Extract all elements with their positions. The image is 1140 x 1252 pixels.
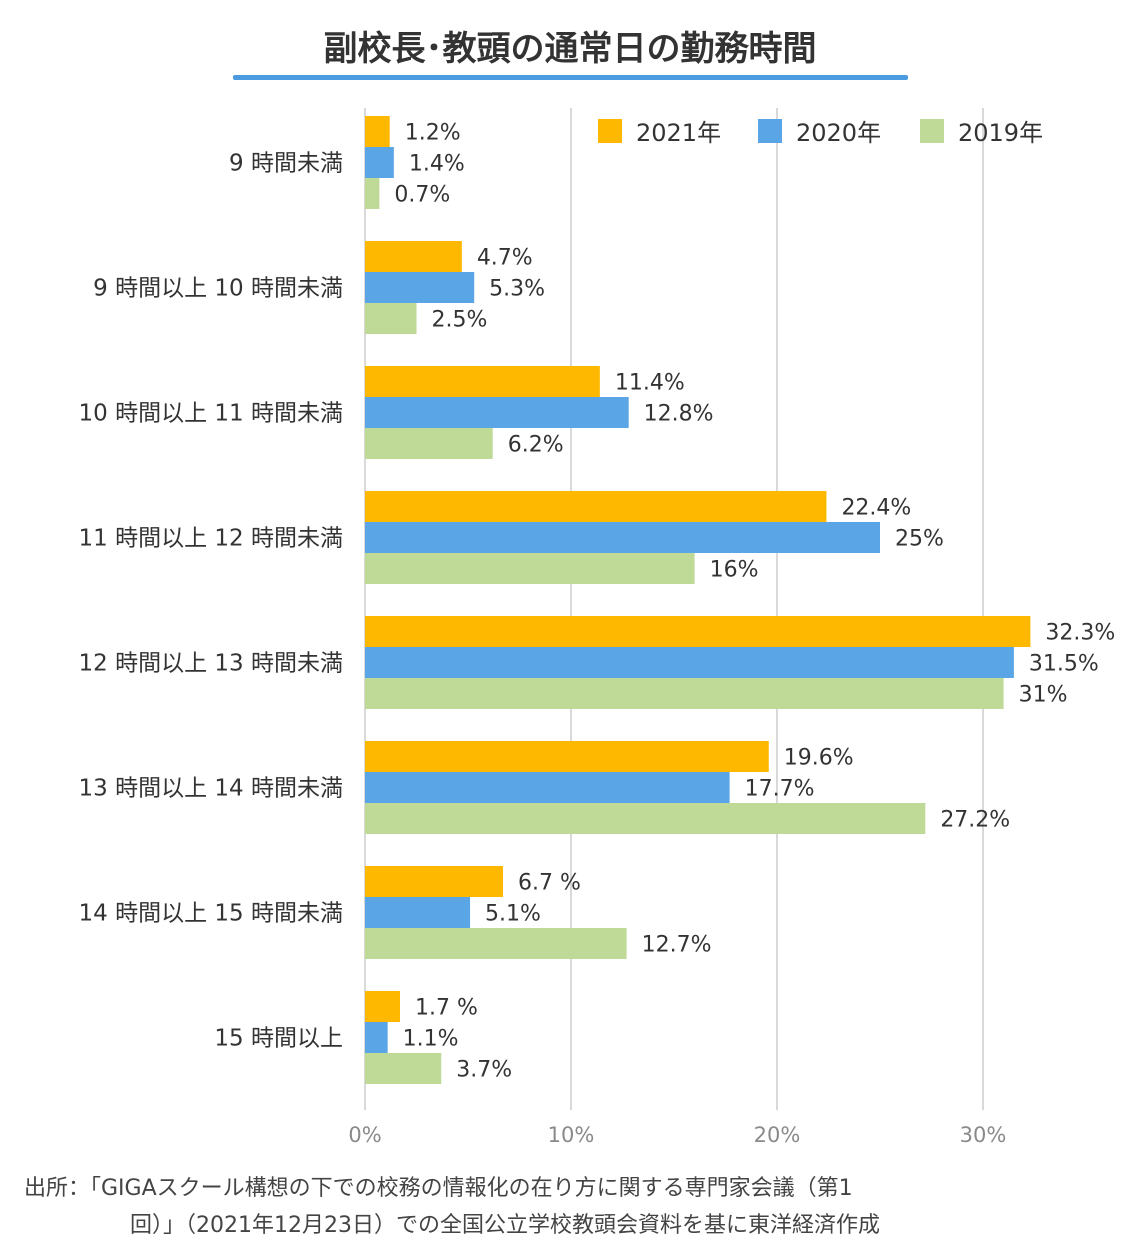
data-label: 17.7% <box>745 777 815 802</box>
bar <box>365 616 1031 647</box>
x-tick-label: 30% <box>960 1123 1007 1147</box>
data-label: 5.3% <box>489 277 545 302</box>
bar <box>365 366 600 397</box>
x-tick-label: 0% <box>348 1123 381 1147</box>
category-label: 9 時間以上 10 時間未満 <box>93 276 343 302</box>
bar <box>365 991 401 1022</box>
data-label: 1.7 % <box>415 996 478 1021</box>
bar <box>365 522 880 553</box>
category-label: 10 時間以上 11 時間未満 <box>79 401 343 427</box>
legend-swatch <box>758 119 782 143</box>
legend-label: 2021年 <box>636 119 721 147</box>
bar <box>365 397 629 428</box>
chart-title: 副校長･教頭の通常日の勤務時間 <box>324 29 817 69</box>
bar <box>365 928 627 959</box>
x-tick-label: 10% <box>548 1123 595 1147</box>
category-label: 15 時間以上 <box>214 1026 343 1052</box>
bar <box>365 491 827 522</box>
category-labels: 9 時間未満 9 時間以上 10 時間未満 10 時間以上 11 時間未満 11 時間… <box>79 151 343 1052</box>
category-label: 11 時間以上 12 時間未満 <box>79 526 343 552</box>
data-labels: 1.2% 1.4% 0.7% 4.7% 5.3%2.5% 11.4% 12.8% 6.2% 22… <box>394 121 1115 1083</box>
bars <box>365 116 1031 1084</box>
data-label: 11.4% <box>615 371 685 396</box>
bar <box>365 178 380 209</box>
data-label: 31.5% <box>1029 652 1099 677</box>
source-note-line-2: 回）｣（2021年12月23日）での全国公立学校教頭会資料を基に東洋経済作成 <box>130 1213 880 1238</box>
data-label: 31% <box>1019 683 1068 708</box>
bar <box>365 116 390 147</box>
data-label: 1.4% <box>409 152 465 177</box>
legend: 2021年 2020年 2019年 <box>598 119 1043 147</box>
data-label: 32.3% <box>1045 621 1115 646</box>
category-label: 14 時間以上 15 時間未満 <box>79 901 343 927</box>
data-label: 12.8% <box>644 402 714 427</box>
source-note-line-1: 出所：｢GIGAスクール構想の下での校務の情報化の在り方に関する専門家会議（第1 <box>24 1176 853 1201</box>
legend-label: 2019年 <box>958 119 1043 147</box>
bar <box>365 1022 388 1053</box>
bar <box>365 866 504 897</box>
title-underline <box>233 75 908 80</box>
data-label: 2.5% <box>432 308 488 333</box>
bar <box>365 647 1014 678</box>
bar <box>365 241 462 272</box>
bar <box>365 553 695 584</box>
data-label: 4.7% <box>477 246 533 271</box>
bar <box>365 772 730 803</box>
legend-label: 2020年 <box>796 119 881 147</box>
category-label: 13 時間以上 14 時間未満 <box>79 776 343 802</box>
bar <box>365 1053 442 1084</box>
data-label: 12.7% <box>642 933 712 958</box>
data-label: 6.7 % <box>518 871 581 896</box>
data-label: 25% <box>895 527 944 552</box>
data-label: 19.6% <box>784 746 854 771</box>
bar <box>365 303 417 334</box>
bar <box>365 428 493 459</box>
data-label: 6.2% <box>508 433 564 458</box>
data-label: 1.2% <box>405 121 461 146</box>
legend-swatch <box>598 119 622 143</box>
bar <box>365 803 926 834</box>
data-label: 27.2% <box>940 808 1010 833</box>
data-label: 22.4% <box>841 496 911 521</box>
data-label: 1.1% <box>403 1027 459 1052</box>
data-label: 3.7% <box>456 1058 512 1083</box>
data-label: 5.1% <box>485 902 541 927</box>
bar <box>365 272 475 303</box>
bar <box>365 741 769 772</box>
category-label: 12 時間以上 13 時間未満 <box>79 651 343 677</box>
bar <box>365 147 394 178</box>
data-label: 0.7% <box>394 183 450 208</box>
legend-swatch <box>920 119 944 143</box>
bar <box>365 678 1004 709</box>
x-tick-label: 20% <box>754 1123 801 1147</box>
bar <box>365 897 471 928</box>
category-label: 9 時間未満 <box>229 151 343 177</box>
data-label: 16% <box>710 558 759 583</box>
x-axis-ticks: 0% 10% 20% 30% <box>348 1123 1006 1147</box>
